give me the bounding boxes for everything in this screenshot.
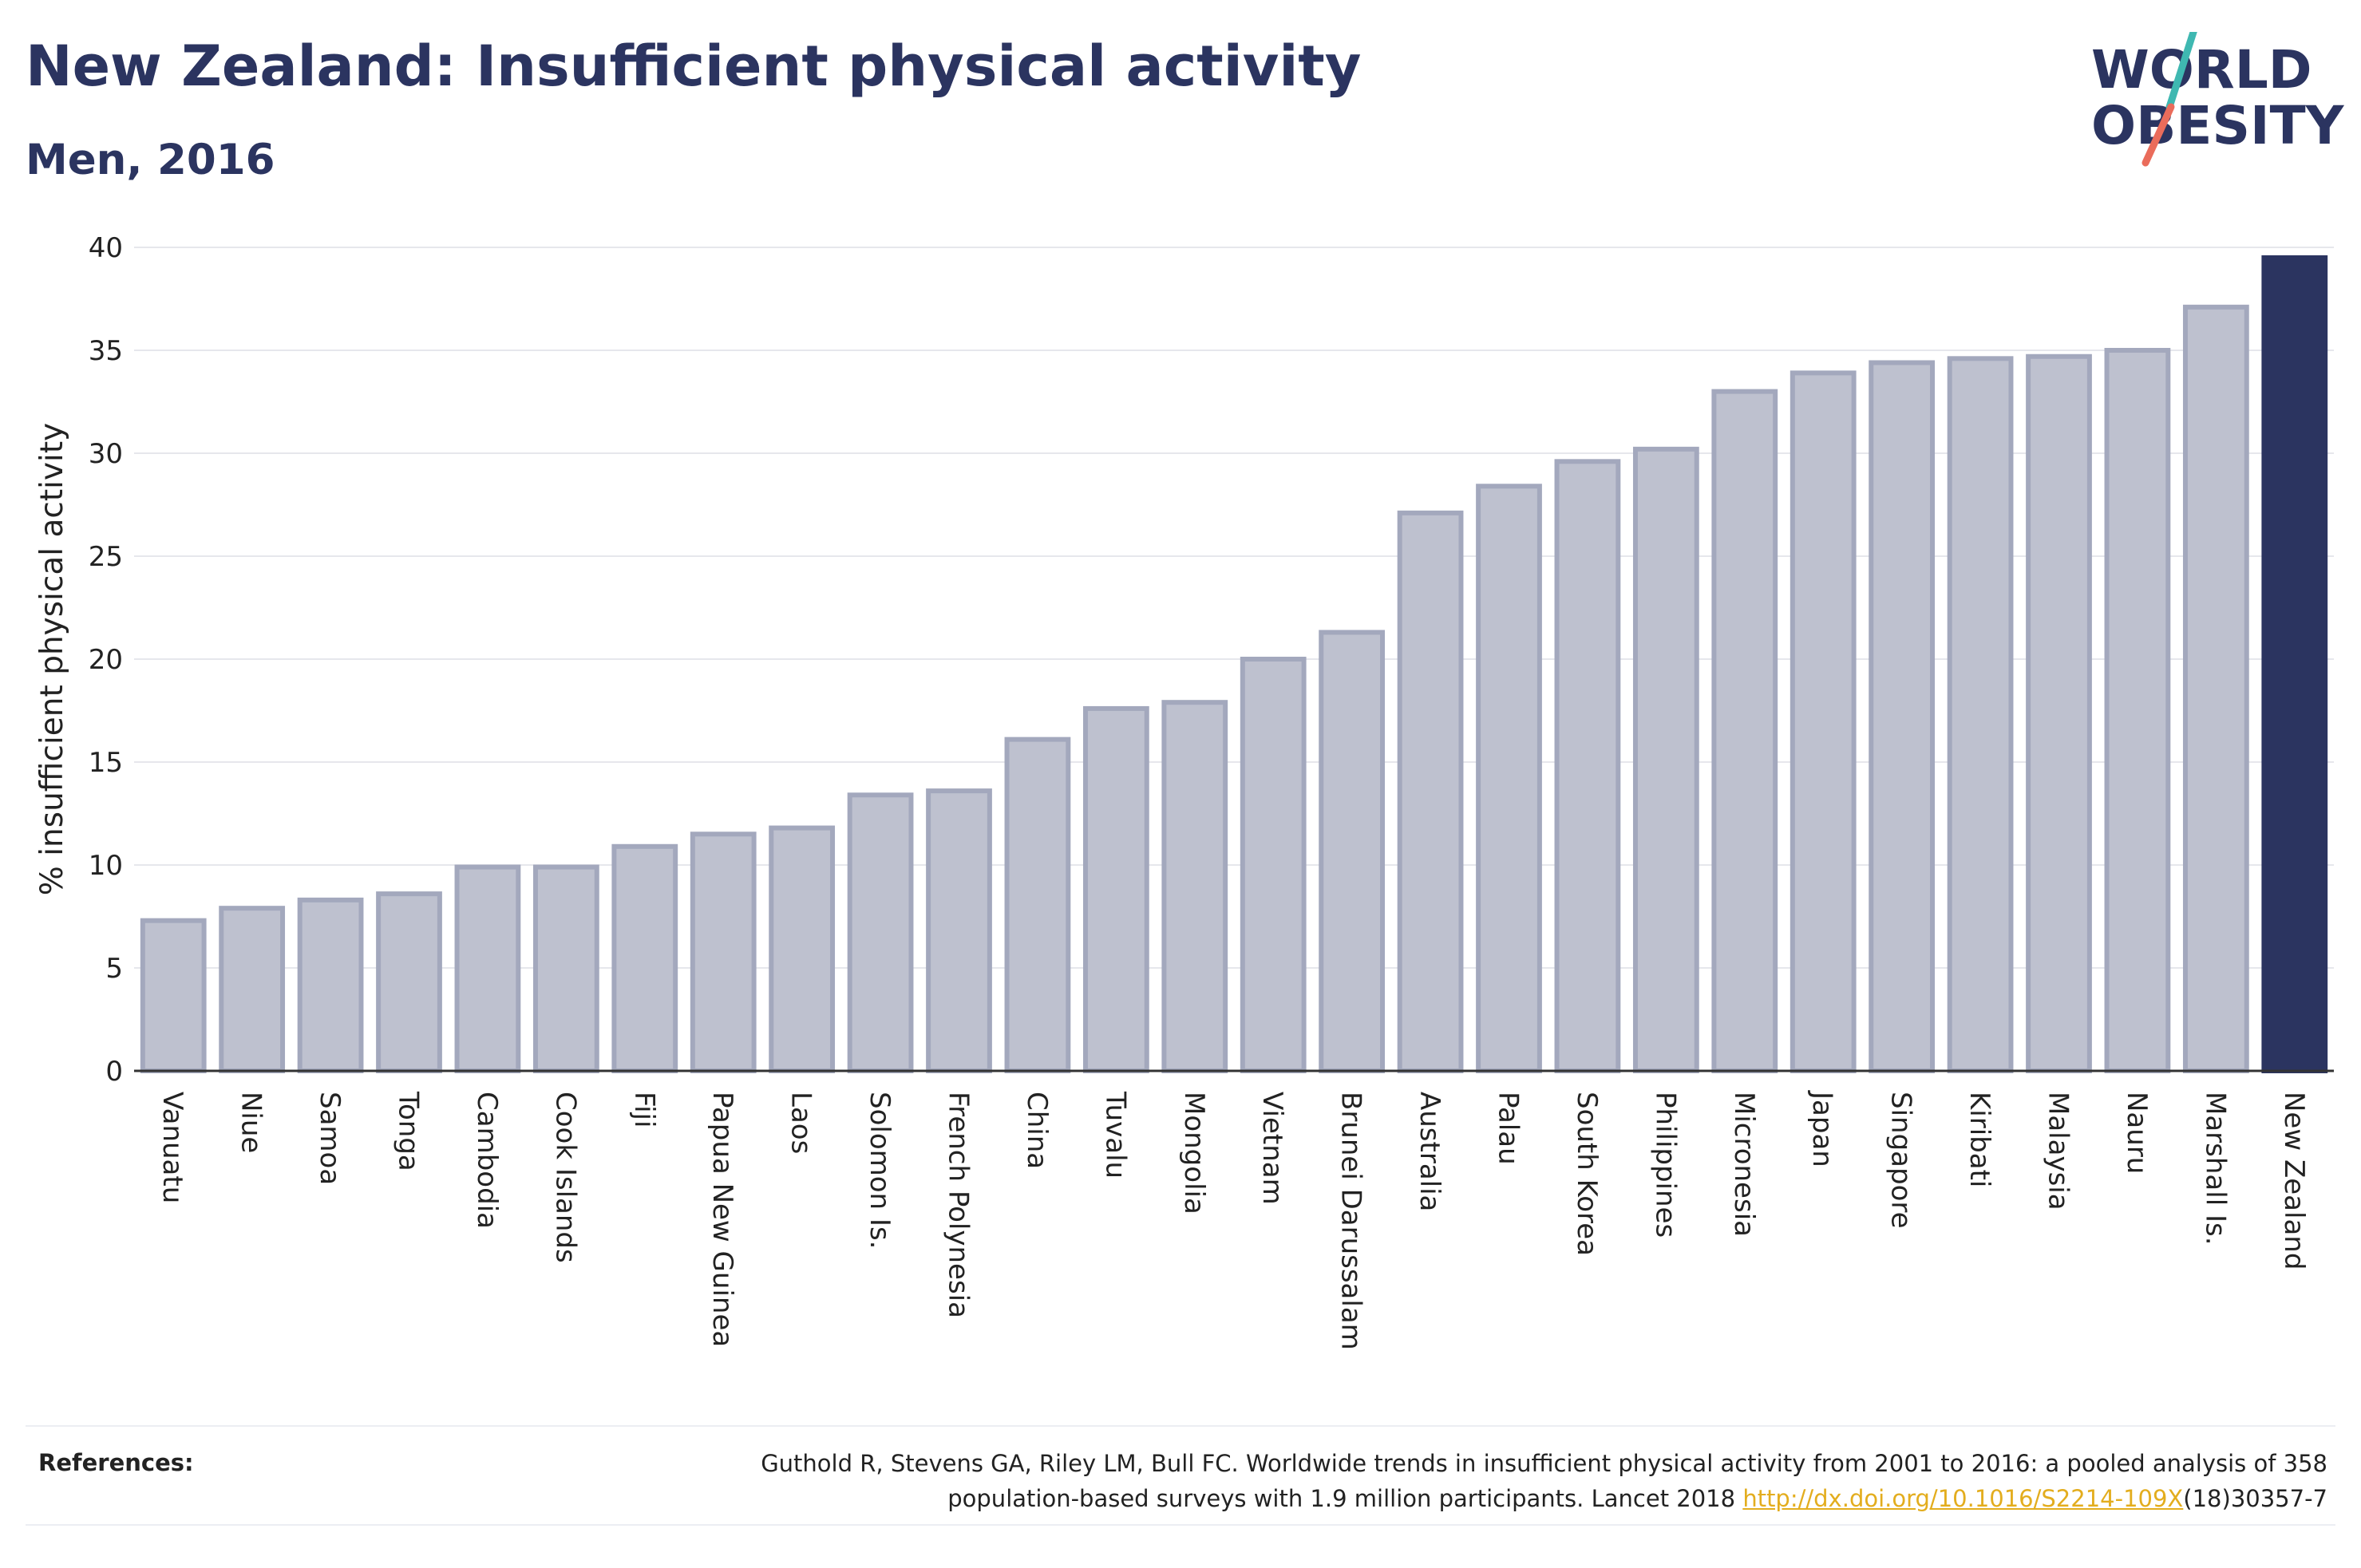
x-tick-label: Japan <box>1806 1090 1838 1167</box>
references-top-rule <box>26 1425 2335 1427</box>
y-tick-label: 35 <box>89 335 123 367</box>
world-obesity-logo: WORLD OBESITY <box>2091 32 2345 167</box>
bar-cambodia <box>454 864 521 1073</box>
bar-brunei-darussalam <box>1319 630 1386 1073</box>
logo-slash-top <box>2165 32 2197 111</box>
x-tick-label: Brunei Darussalam <box>1335 1092 1367 1350</box>
bar-samoa <box>297 897 364 1073</box>
references-line-1: Guthold R, Stevens GA, Riley LM, Bull FC… <box>761 1450 2327 1477</box>
bar-new-zealand <box>2261 255 2328 1073</box>
x-tick-label: Vietnam <box>1256 1092 1288 1205</box>
bar-tonga <box>376 891 442 1073</box>
x-tick-label: Marshall Is. <box>2199 1092 2231 1246</box>
y-tick-label: 0 <box>105 1056 123 1088</box>
bar-chart: 0 5 10 15 20 25 30 35 40 % insufficient physical … <box>34 232 2334 1350</box>
bar-french-polynesia <box>926 788 992 1073</box>
y-axis-label: % insufficient physical activity <box>34 423 70 895</box>
logo-text-obesity: OBESITY <box>2091 95 2345 156</box>
x-tick-label: Niue <box>235 1092 267 1153</box>
x-tick-label: Tonga <box>393 1091 425 1171</box>
bar-philippines <box>1632 446 1699 1073</box>
x-tick-label: New Zealand <box>2278 1092 2310 1270</box>
y-tick-label: 20 <box>89 644 123 676</box>
y-tick-label: 15 <box>89 747 123 779</box>
chart-subtitle: Men, 2016 <box>26 136 275 184</box>
x-tick-label: South Korea <box>1571 1092 1603 1256</box>
bar-marshall-is <box>2182 304 2249 1073</box>
y-tick-label: 10 <box>89 850 123 882</box>
references-text: Guthold R, Stevens GA, Riley LM, Bull FC… <box>587 1446 2327 1516</box>
x-tick-label: Samoa <box>314 1092 346 1185</box>
x-tick-label: Micronesia <box>1728 1092 1760 1237</box>
x-tick-label: Kiribati <box>1964 1092 1995 1187</box>
x-tick-label: Cook Islands <box>549 1092 581 1263</box>
x-tick-label: Fiji <box>628 1092 660 1128</box>
logo-text-world: WORLD <box>2091 39 2312 101</box>
bar-china <box>1004 737 1071 1073</box>
bar-singapore <box>1869 360 1936 1074</box>
bar-niue <box>219 906 286 1074</box>
x-tick-label: Australia <box>1414 1092 1445 1211</box>
bar-vanuatu <box>140 918 207 1074</box>
bar-fiji <box>611 843 678 1074</box>
bar-palau <box>1476 484 1542 1073</box>
bar-kiribati <box>1947 356 2014 1073</box>
y-tick-label: 5 <box>105 953 123 985</box>
x-tick-label: Cambodia <box>471 1092 503 1229</box>
bar-malaysia <box>2026 353 2092 1073</box>
bar-south-korea <box>1554 459 1621 1073</box>
y-tick-label: 30 <box>89 438 123 470</box>
x-tick-label: Singapore <box>1885 1092 1917 1229</box>
bar-papua-new-guinea <box>690 831 757 1074</box>
bar-australia <box>1397 510 1464 1073</box>
x-tick-label: Nauru <box>2121 1092 2153 1174</box>
bar-nauru <box>2104 348 2171 1073</box>
x-tick-label: Malaysia <box>2043 1092 2074 1211</box>
x-tick-label: Tuvalu <box>1099 1091 1131 1179</box>
bar-cook-islands <box>532 864 599 1073</box>
references-bottom-rule <box>26 1524 2335 1526</box>
y-tick-label: 25 <box>89 541 123 573</box>
chart-title: New Zealand: Insufficient physical activ… <box>26 34 1362 99</box>
x-tick-label: Papua New Guinea <box>706 1092 738 1347</box>
bar-solomon-is <box>847 792 914 1074</box>
bar-tuvalu <box>1082 705 1149 1073</box>
references-line-2-prefix: population-based surveys with 1.9 millio… <box>947 1485 1743 1512</box>
x-tick-label: French Polynesia <box>943 1092 975 1318</box>
y-tick-label: 40 <box>89 232 123 264</box>
x-tick-label: Vanuatu <box>156 1092 188 1203</box>
references-line-2: population-based surveys with 1.9 millio… <box>587 1481 2327 1516</box>
references-line-2-suffix: (18)30357-7 <box>2183 1485 2327 1512</box>
bar-vietnam <box>1240 657 1307 1073</box>
x-tick-label: Solomon Is. <box>864 1092 896 1249</box>
logo-slash-bottom <box>2142 103 2175 167</box>
x-tick-label: Philippines <box>1649 1092 1681 1238</box>
x-tick-label: Palau <box>1493 1092 1525 1165</box>
x-tick-label: Laos <box>785 1092 817 1154</box>
bar-micronesia <box>1711 389 1778 1074</box>
bar-laos <box>769 825 836 1074</box>
x-tick-label: China <box>1021 1092 1053 1169</box>
doi-link[interactable]: http://dx.doi.org/10.1016/S2214-109X <box>1742 1485 2184 1512</box>
bar-japan <box>1790 370 1857 1073</box>
bar-mongolia <box>1161 700 1228 1073</box>
x-tick-label: Mongolia <box>1178 1092 1210 1215</box>
references-label: References: <box>38 1449 194 1476</box>
